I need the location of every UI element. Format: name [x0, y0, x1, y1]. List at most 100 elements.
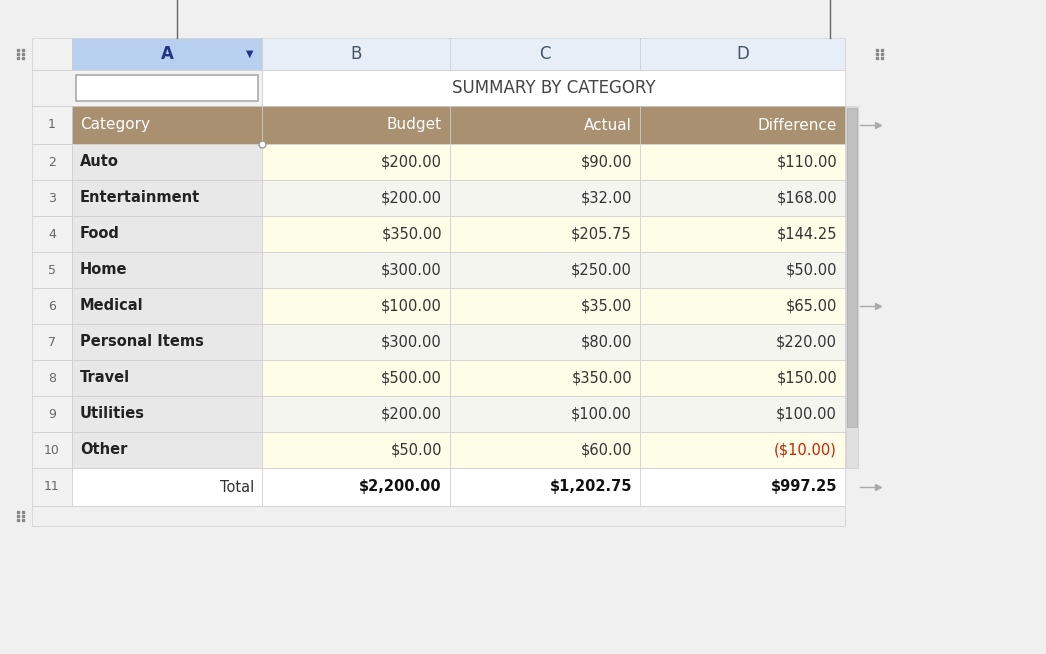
- Text: $350.00: $350.00: [571, 371, 632, 385]
- Text: 1: 1: [48, 118, 55, 131]
- Text: Budget: Budget: [387, 118, 442, 133]
- Bar: [450, 324, 640, 360]
- Text: $144.25: $144.25: [776, 226, 837, 241]
- Text: 6: 6: [48, 300, 55, 313]
- Text: Category: Category: [79, 118, 150, 133]
- Text: D: D: [736, 45, 749, 63]
- Bar: [262, 324, 450, 360]
- Bar: [32, 180, 72, 216]
- Bar: [32, 38, 72, 70]
- Text: $350.00: $350.00: [382, 226, 442, 241]
- Text: $50.00: $50.00: [786, 262, 837, 277]
- Text: 3: 3: [48, 192, 55, 205]
- Bar: [262, 396, 450, 432]
- Bar: [640, 216, 845, 252]
- Text: Total: Total: [220, 479, 254, 494]
- Text: 9: 9: [48, 407, 55, 421]
- Bar: [72, 468, 262, 506]
- Text: 4: 4: [48, 228, 55, 241]
- Bar: [640, 468, 845, 506]
- Text: $2,200.00: $2,200.00: [360, 479, 442, 494]
- Text: $250.00: $250.00: [571, 262, 632, 277]
- Bar: [450, 360, 640, 396]
- Bar: [32, 70, 262, 106]
- Text: $150.00: $150.00: [776, 371, 837, 385]
- Text: Personal Items: Personal Items: [79, 334, 204, 349]
- Text: $100.00: $100.00: [776, 407, 837, 421]
- Text: $80.00: $80.00: [581, 334, 632, 349]
- Bar: [32, 468, 72, 506]
- Text: $500.00: $500.00: [381, 371, 442, 385]
- Text: 7: 7: [48, 336, 56, 349]
- Bar: [32, 38, 845, 526]
- Text: Travel: Travel: [79, 371, 130, 385]
- Text: $200.00: $200.00: [381, 407, 442, 421]
- Bar: [640, 360, 845, 396]
- Bar: [32, 216, 72, 252]
- Bar: [450, 396, 640, 432]
- Bar: [72, 252, 262, 288]
- Text: SUMMARY BY CATEGORY: SUMMARY BY CATEGORY: [452, 79, 655, 97]
- Text: $300.00: $300.00: [381, 334, 442, 349]
- Bar: [450, 216, 640, 252]
- Text: ▼: ▼: [246, 49, 254, 59]
- Text: $50.00: $50.00: [390, 443, 442, 458]
- Bar: [262, 288, 450, 324]
- Text: $205.75: $205.75: [571, 226, 632, 241]
- Bar: [450, 38, 640, 70]
- Bar: [32, 396, 72, 432]
- Text: Home: Home: [79, 262, 128, 277]
- Bar: [262, 360, 450, 396]
- Text: $35.00: $35.00: [581, 298, 632, 313]
- Bar: [72, 288, 262, 324]
- Text: $65.00: $65.00: [786, 298, 837, 313]
- Bar: [640, 252, 845, 288]
- Bar: [450, 288, 640, 324]
- Bar: [32, 324, 72, 360]
- Bar: [76, 75, 258, 101]
- Text: 11: 11: [44, 481, 60, 494]
- Bar: [640, 324, 845, 360]
- Bar: [32, 506, 845, 526]
- Text: $32.00: $32.00: [581, 190, 632, 205]
- Text: $168.00: $168.00: [776, 190, 837, 205]
- Text: Other: Other: [79, 443, 128, 458]
- Bar: [262, 432, 450, 468]
- Bar: [640, 38, 845, 70]
- Bar: [640, 396, 845, 432]
- Bar: [450, 144, 640, 180]
- Bar: [72, 360, 262, 396]
- Text: $100.00: $100.00: [571, 407, 632, 421]
- Text: B: B: [350, 45, 362, 63]
- Text: C: C: [540, 45, 551, 63]
- Bar: [262, 106, 450, 144]
- Bar: [72, 432, 262, 468]
- Text: 2: 2: [48, 156, 55, 169]
- Bar: [72, 216, 262, 252]
- Bar: [450, 106, 640, 144]
- Text: $997.25: $997.25: [771, 479, 837, 494]
- Text: $100.00: $100.00: [381, 298, 442, 313]
- Bar: [640, 288, 845, 324]
- Text: Auto: Auto: [79, 154, 119, 169]
- Bar: [72, 324, 262, 360]
- Bar: [640, 432, 845, 468]
- Bar: [32, 252, 72, 288]
- Bar: [72, 180, 262, 216]
- Text: Utilities: Utilities: [79, 407, 145, 421]
- Bar: [32, 432, 72, 468]
- Bar: [640, 180, 845, 216]
- Bar: [262, 38, 450, 70]
- Bar: [262, 144, 450, 180]
- Bar: [72, 396, 262, 432]
- Bar: [72, 106, 262, 144]
- Bar: [640, 144, 845, 180]
- Bar: [32, 106, 72, 144]
- Text: $1,202.75: $1,202.75: [549, 479, 632, 494]
- Bar: [450, 432, 640, 468]
- Bar: [262, 180, 450, 216]
- Bar: [72, 144, 262, 180]
- Bar: [846, 106, 858, 468]
- Bar: [262, 216, 450, 252]
- Bar: [32, 288, 72, 324]
